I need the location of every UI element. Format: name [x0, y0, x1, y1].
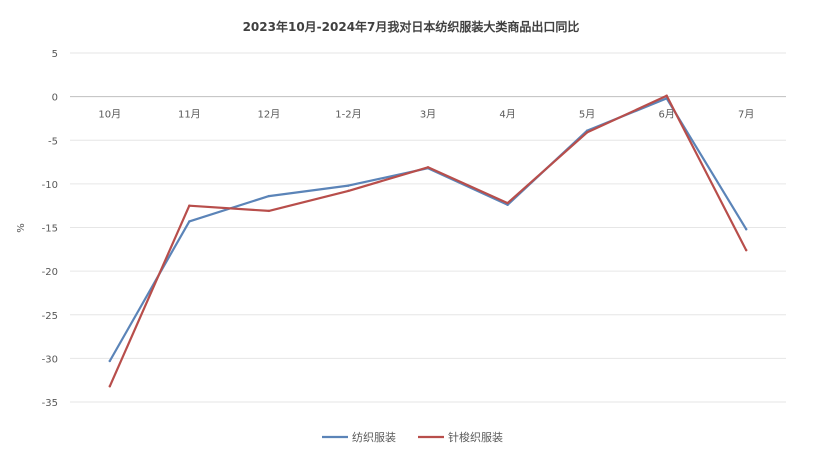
y-axis-label: %	[16, 223, 27, 233]
data-point	[108, 359, 111, 363]
chart-title: 2023年10月-2024年7月我对日本纺织服装大类商品出口同比	[243, 19, 580, 34]
data-point	[506, 203, 509, 207]
x-tick-label: 1-2月	[335, 109, 361, 121]
y-tick-label: 5	[52, 49, 58, 60]
legend-label: 纺织服装	[352, 430, 396, 444]
data-point	[506, 201, 509, 205]
y-tick-label: -10	[42, 180, 58, 191]
data-point	[585, 131, 589, 134]
series-line-0	[108, 97, 748, 363]
data-point	[347, 189, 350, 193]
y-tick-label: -15	[42, 224, 58, 235]
x-tick-label: 3月	[420, 109, 436, 121]
y-tick-label: -30	[42, 354, 58, 365]
x-tick-label: 10月	[98, 109, 121, 121]
data-point	[745, 248, 748, 252]
y-tick-label: 0	[52, 93, 58, 104]
data-point	[188, 220, 191, 223]
data-point	[665, 94, 668, 97]
x-tick-label: 5月	[579, 109, 595, 121]
series-line-1	[108, 94, 748, 388]
x-tick-label: 12月	[258, 109, 281, 121]
y-tick-label: -25	[42, 311, 58, 322]
x-tick-label: 4月	[499, 109, 515, 121]
y-tick-label: -5	[48, 136, 58, 147]
data-point	[347, 184, 350, 187]
y-axis-ticks: 5 0 -5 -10 -15 -20 -25 -30 -35	[42, 49, 58, 409]
series-lines	[108, 94, 748, 388]
data-point	[267, 194, 271, 198]
data-point	[426, 166, 430, 169]
x-tick-label: 7月	[738, 109, 754, 121]
y-tick-label: -35	[42, 398, 58, 409]
x-axis-ticks: 10月 11月 12月 1-2月 3月 4月 5月 6月 7月	[98, 109, 754, 121]
y-tick-label: -20	[42, 267, 58, 278]
x-tick-label: 11月	[178, 109, 201, 121]
gridlines	[70, 52, 786, 403]
x-tick-label: 6月	[658, 109, 674, 121]
data-point	[267, 209, 271, 213]
data-point	[108, 385, 111, 388]
data-point	[188, 204, 191, 207]
legend-label: 针梭织服装	[448, 430, 503, 444]
legend: 纺织服装 针梭织服装	[322, 430, 503, 444]
data-point	[745, 228, 748, 231]
